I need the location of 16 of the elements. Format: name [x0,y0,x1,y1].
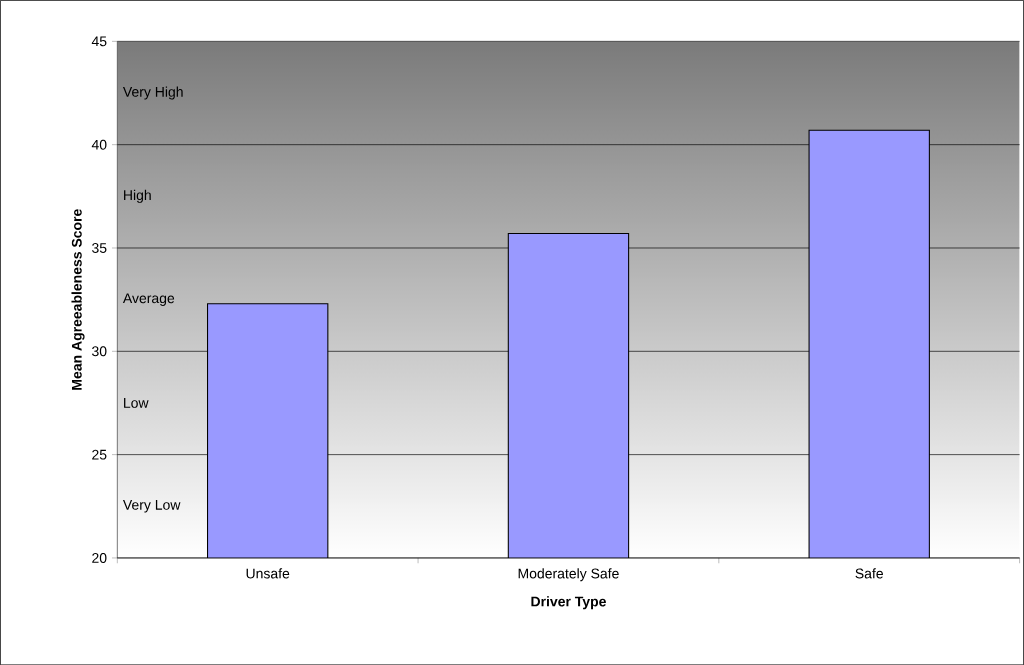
annotation: High [124,189,151,203]
y-tick-label: 20 [92,552,107,563]
x-tick-label: Unsafe [246,568,290,579]
y-tick-label: 30 [92,346,107,357]
x-tick-label: Safe [855,568,883,579]
y-tick-label: 45 [91,36,107,47]
annotation: Very Low [122,499,181,513]
y-tick-label: 40 [91,139,107,150]
y-tick-label: 35 [92,242,107,253]
annotation: Low [124,397,149,408]
annotation: Average [122,293,175,306]
x-axis-title: Driver Type [531,596,606,610]
y-tick-label: 25 [92,449,107,460]
y-axis-title: Mean Agreeableness Score [71,209,85,390]
annotation: Very High [122,86,183,100]
x-tick-label: Moderately Safe [518,568,619,582]
